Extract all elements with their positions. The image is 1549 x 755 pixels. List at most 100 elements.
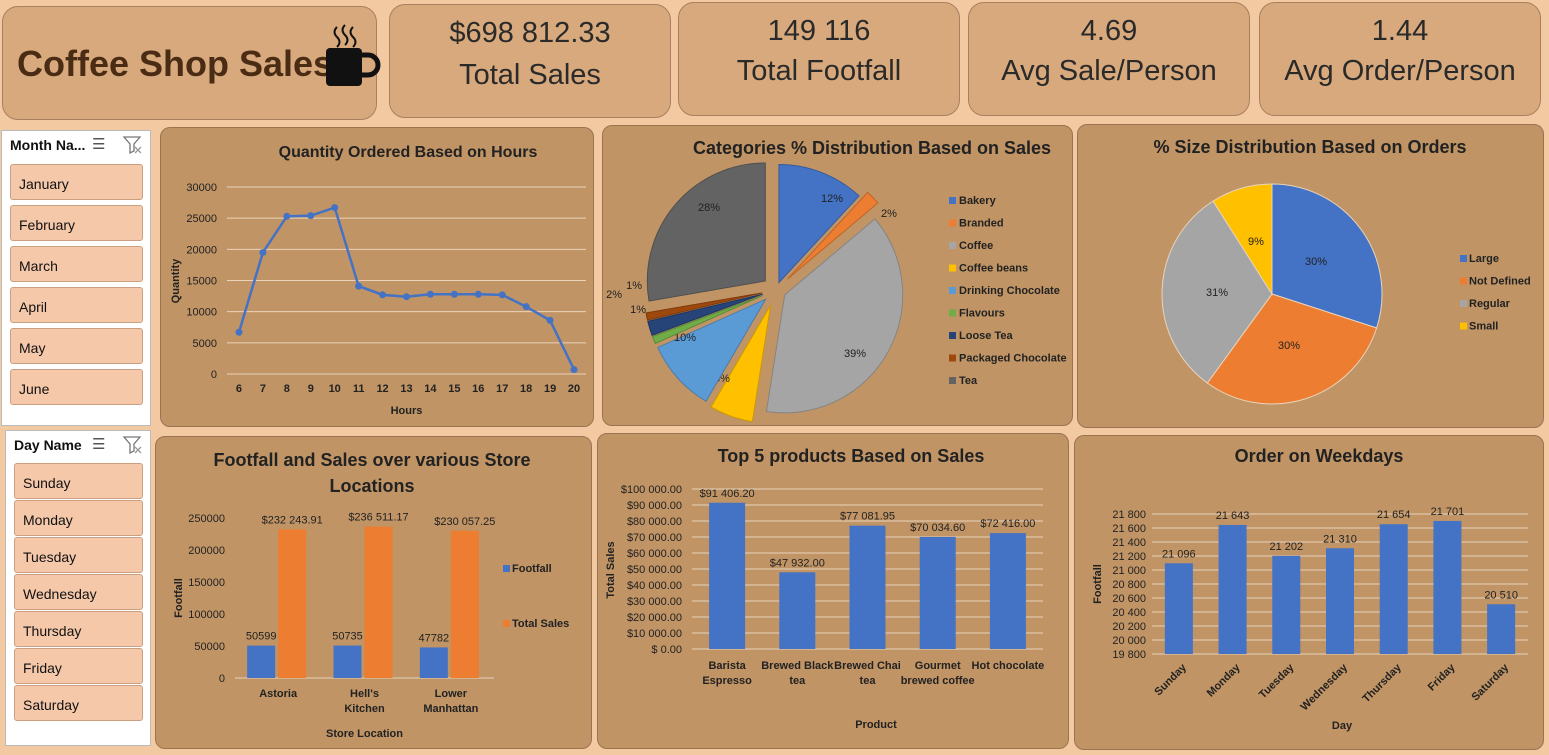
x-tick-label: brewed coffee	[901, 675, 975, 687]
bar	[364, 526, 393, 678]
y-tick-label: 100000	[188, 609, 225, 621]
legend-label: Coffee	[959, 240, 993, 252]
x-tick-label: 15	[448, 383, 460, 395]
y-axis-label: Total Sales	[605, 541, 617, 598]
chart-title: Top 5 products Based on Sales	[718, 446, 985, 466]
y-tick-label: $50 000.00	[627, 564, 682, 576]
y-tick-label: 21 800	[1112, 509, 1146, 521]
legend-label: Coffee beans	[959, 263, 1028, 275]
y-tick-label: 20 200	[1112, 621, 1146, 633]
slicer-header: Month Na...	[10, 137, 86, 153]
data-label: 30%	[1278, 340, 1300, 352]
slicer-item-january[interactable]: January	[10, 164, 143, 200]
y-tick-label: $90 000.00	[627, 500, 682, 512]
x-tick-label: Brewed Chai	[834, 660, 901, 672]
x-axis-label: Store Location	[326, 728, 403, 740]
data-label: 28%	[698, 202, 720, 214]
y-tick-label: $10 000.00	[627, 628, 682, 640]
legend-swatch	[949, 309, 956, 317]
bar	[247, 645, 276, 678]
y-tick-label: 20 000	[1112, 635, 1146, 647]
slicer-item-june[interactable]: June	[10, 369, 143, 405]
x-tick-label: Hot chocolate	[972, 660, 1045, 672]
y-tick-label: 21 200	[1112, 551, 1146, 563]
y-tick-label: 150000	[188, 577, 225, 589]
legend-swatch	[503, 620, 510, 627]
bar	[1326, 548, 1354, 654]
data-label: $91 406.20	[700, 488, 755, 500]
page-title: Coffee Shop Sales	[17, 43, 334, 84]
data-label: 31%	[1206, 287, 1228, 299]
chart-panel-weekdays	[1074, 435, 1544, 750]
x-axis-label: Hours	[391, 405, 423, 417]
legend-swatch	[1460, 277, 1467, 285]
x-tick-label: Friday	[1426, 661, 1458, 693]
data-label: 39%	[844, 348, 866, 360]
multi-select-icon[interactable]: ☰	[92, 136, 106, 153]
bar	[1272, 555, 1301, 654]
x-tick-label: 9	[308, 383, 314, 395]
clear-filter-icon[interactable]	[122, 136, 143, 155]
kpi-total-sales: $698 812.33 Total Sales	[389, 4, 671, 118]
x-tick-label: 12	[376, 383, 388, 395]
x-tick-label: 14	[424, 383, 437, 395]
x-tick-label: Espresso	[702, 675, 752, 687]
pie-slice	[1161, 200, 1273, 384]
kpi-value: $698 812.33	[449, 17, 611, 49]
data-label: $47 932.00	[770, 557, 825, 569]
legend-label: Tea	[959, 375, 978, 387]
y-tick-label: $40 000.00	[627, 580, 682, 592]
legend-label: Footfall	[512, 563, 552, 575]
kpi-avg-sale-person: 4.69 Avg Sale/Person	[968, 2, 1250, 116]
x-tick-label: 17	[496, 383, 508, 395]
y-tick-label: $100 000.00	[621, 484, 682, 496]
x-tick-label: Barista	[708, 660, 746, 672]
clear-filter-icon[interactable]	[122, 436, 143, 455]
slicer-item-march[interactable]: March	[10, 246, 143, 282]
legend-label: Loose Tea	[959, 330, 1013, 342]
bar	[450, 530, 479, 678]
data-label: 2%	[606, 289, 622, 301]
legend-swatch	[1460, 255, 1467, 262]
slicer-item-thursday[interactable]: Thursday	[14, 611, 143, 647]
data-point	[235, 328, 243, 336]
data-label: 47782	[419, 632, 450, 644]
series-line	[237, 205, 576, 371]
legend-swatch	[949, 377, 956, 384]
data-point	[355, 282, 363, 290]
data-point	[522, 303, 530, 311]
data-label: 10%	[674, 332, 696, 344]
y-tick-label: $70 000.00	[627, 532, 682, 544]
slicer-item-april[interactable]: April	[10, 287, 143, 323]
kpi-value: 149 116	[767, 15, 871, 47]
x-tick-label: Gourmet	[915, 660, 961, 672]
x-axis-label: Day	[1332, 720, 1353, 732]
y-tick-label: 10000	[186, 307, 217, 319]
slicer-item-may[interactable]: May	[10, 328, 143, 364]
bar	[1433, 520, 1462, 654]
data-point	[307, 212, 315, 220]
multi-select-icon[interactable]: ☰	[92, 436, 106, 453]
kpi-label: Total Footfall	[736, 55, 902, 87]
legend-swatch	[949, 242, 956, 249]
y-tick-label: 21 000	[1112, 565, 1146, 577]
slicer-item-sunday[interactable]: Sunday	[14, 463, 143, 499]
x-axis-label: Product	[855, 719, 897, 731]
slicer-item-wednesday[interactable]: Wednesday	[14, 574, 143, 610]
slicer-item-february[interactable]: February	[10, 205, 143, 241]
pie-slice	[787, 191, 879, 280]
y-tick-label: 25000	[186, 213, 217, 225]
slicer-item-saturday[interactable]: Saturday	[14, 685, 143, 721]
x-tick-label: 16	[472, 383, 484, 395]
slicer-item-tuesday[interactable]: Tuesday	[14, 537, 143, 573]
x-tick-label: Sunday	[1152, 661, 1189, 698]
x-tick-label: 13	[400, 383, 412, 395]
x-tick-label: 18	[520, 383, 532, 395]
chart-title: Categories % Distribution Based on Sales	[693, 138, 1051, 158]
data-label: 50599	[246, 631, 277, 643]
slicer-item-monday[interactable]: Monday	[14, 500, 143, 536]
slicer-item-friday[interactable]: Friday	[14, 648, 143, 684]
month-slicer: Month Na... ☰ January February March Apr…	[1, 130, 151, 426]
data-point	[403, 293, 410, 301]
pie-slice	[647, 293, 763, 337]
